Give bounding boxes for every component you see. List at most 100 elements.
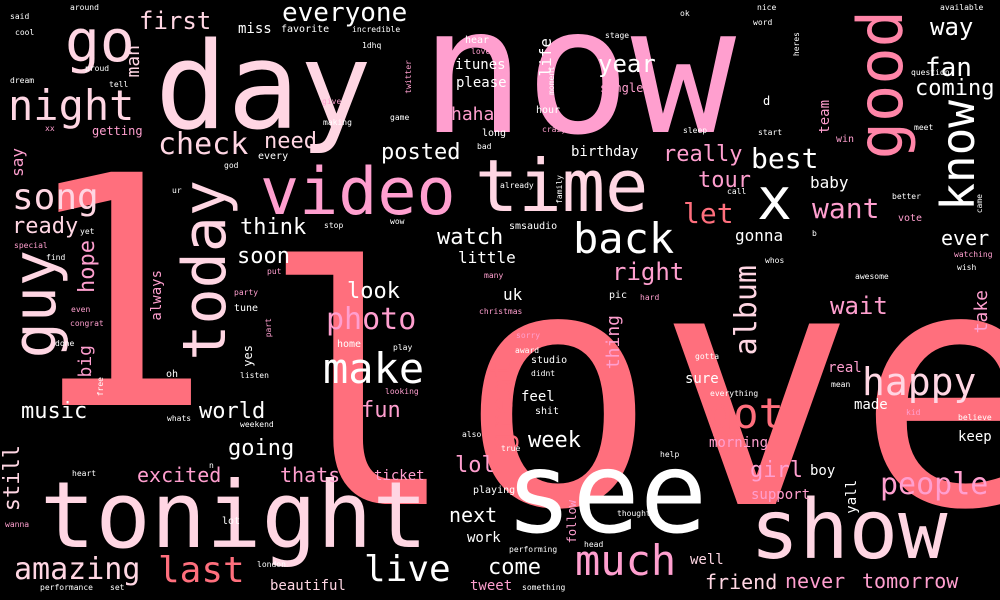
cloud-word-got: got xyxy=(708,389,784,438)
cloud-word-set: set xyxy=(110,583,125,592)
cloud-word-first: first xyxy=(139,7,212,35)
cloud-word-dream: dream xyxy=(10,76,35,85)
cloud-word-music: music xyxy=(21,399,88,424)
cloud-word-available: available xyxy=(940,3,984,12)
cloud-word-question: question xyxy=(911,68,950,77)
cloud-word-come: come xyxy=(488,555,541,580)
cloud-word-posted: posted xyxy=(381,140,461,165)
cloud-word-play: play xyxy=(393,343,413,352)
cloud-word-lovely: lovely xyxy=(471,47,500,56)
cloud-word-wish: wish xyxy=(957,263,977,272)
cloud-word-fun: fun xyxy=(361,398,401,423)
cloud-word-sure: sure xyxy=(685,371,719,387)
cloud-word-lol: lol xyxy=(455,453,495,478)
cloud-word-mean: mean xyxy=(831,380,851,389)
cloud-word-girl: girl xyxy=(750,458,803,483)
cloud-word-real: real xyxy=(828,360,862,376)
cloud-word-single: single xyxy=(600,81,644,95)
cloud-word-also: also xyxy=(462,430,482,439)
cloud-word-start: start xyxy=(758,128,783,137)
cloud-word-man: man xyxy=(123,45,144,78)
cloud-word-last: last xyxy=(158,550,245,591)
cloud-word-making: making xyxy=(323,118,352,127)
cloud-word-weekend: weekend xyxy=(240,420,274,429)
cloud-word-crazy: crazy xyxy=(542,125,567,134)
cloud-word-meet: meet xyxy=(914,123,934,132)
cloud-word-help: help xyxy=(660,450,680,459)
cloud-word-kid: kid xyxy=(906,408,921,417)
cloud-word-let: let xyxy=(683,197,734,230)
cloud-word-say: say xyxy=(8,148,27,177)
cloud-word-heart: heart xyxy=(72,469,97,478)
cloud-word-performing: performing xyxy=(509,545,558,554)
cloud-word-listen: listen xyxy=(240,371,269,380)
cloud-word-morning: morning xyxy=(709,435,769,451)
cloud-word-christmas: christmas xyxy=(479,307,523,316)
cloud-word-find: find xyxy=(46,253,66,262)
cloud-word-free: free xyxy=(96,377,105,397)
cloud-word-congrat: congrat xyxy=(70,319,104,328)
cloud-word-album: album xyxy=(729,265,764,356)
cloud-word-twitter: twitter xyxy=(404,60,413,94)
cloud-word-favorite: favorite xyxy=(281,24,330,35)
cloud-word-give: give xyxy=(322,97,342,106)
cloud-word-hard: hard xyxy=(640,293,660,302)
cloud-word-something: something xyxy=(522,583,566,592)
cloud-word-now: now xyxy=(420,0,737,174)
cloud-word-whats: whats xyxy=(167,414,192,423)
cloud-word-ok: ok xyxy=(680,9,690,18)
cloud-word-take: take xyxy=(971,290,992,334)
cloud-word-performance: performance xyxy=(40,583,93,592)
cloud-word-work: work xyxy=(467,530,501,546)
cloud-word-came: came xyxy=(975,194,984,214)
cloud-word-think: think xyxy=(240,215,307,240)
cloud-word-head: head xyxy=(584,540,604,549)
cloud-word-win: win xyxy=(836,134,855,145)
cloud-word-ever: ever xyxy=(941,226,990,250)
cloud-word-love: love xyxy=(260,198,1000,582)
cloud-word-call: call xyxy=(727,187,747,196)
cloud-word-already: already xyxy=(500,181,534,190)
cloud-word-excited: excited xyxy=(137,463,222,487)
cloud-word-world: world xyxy=(199,399,266,424)
cloud-word-many: many xyxy=(484,271,504,280)
cloud-word-stage: stage xyxy=(605,31,630,40)
cloud-word-tour: tour xyxy=(698,168,751,193)
cloud-word-playing: playing xyxy=(473,485,516,496)
cloud-word-part: part xyxy=(264,318,273,338)
cloud-word-live: live xyxy=(364,549,451,590)
cloud-word-uk: uk xyxy=(503,285,523,304)
cloud-word-award: award xyxy=(515,346,540,355)
cloud-word-feel: feel xyxy=(521,389,555,405)
cloud-word-yet: yet xyxy=(80,227,95,236)
cloud-word-watch: watch xyxy=(437,225,504,250)
cloud-word-friend: friend xyxy=(705,570,778,594)
cloud-word-hear: hear xyxy=(465,35,490,46)
cloud-word-better: better xyxy=(892,192,921,201)
cloud-word-tomorrow: tomorrow xyxy=(862,569,959,593)
cloud-word-1: 1 xyxy=(20,109,213,481)
cloud-word-video: video xyxy=(260,155,456,230)
cloud-word-fan: fan xyxy=(925,53,972,83)
cloud-word-really: really xyxy=(663,142,743,167)
cloud-word-even: even xyxy=(71,305,91,314)
cloud-word-believe: believe xyxy=(958,413,992,422)
cloud-word-sorry: sorry xyxy=(516,331,541,340)
cloud-word-go: go xyxy=(65,7,135,75)
cloud-word-coming: coming xyxy=(915,76,995,101)
cloud-word-day: day xyxy=(155,18,372,157)
cloud-word-great: great xyxy=(485,360,520,451)
cloud-word-wanna: wanna xyxy=(5,520,30,529)
cloud-word-wait: wait xyxy=(830,292,888,320)
cloud-word-b: b xyxy=(812,229,817,238)
cloud-word-good: good xyxy=(844,10,917,160)
cloud-word-oh: oh xyxy=(166,369,179,380)
cloud-word-x: x xyxy=(757,165,792,233)
cloud-word-everything: everything xyxy=(710,389,759,398)
cloud-word-thats: thats xyxy=(280,463,341,487)
cloud-word-nice: nice xyxy=(757,3,777,12)
cloud-word-week: week xyxy=(528,428,581,453)
cloud-word-team: team xyxy=(817,100,833,134)
cloud-word-shit: shit xyxy=(535,406,560,417)
cloud-word-always: always xyxy=(149,270,165,321)
